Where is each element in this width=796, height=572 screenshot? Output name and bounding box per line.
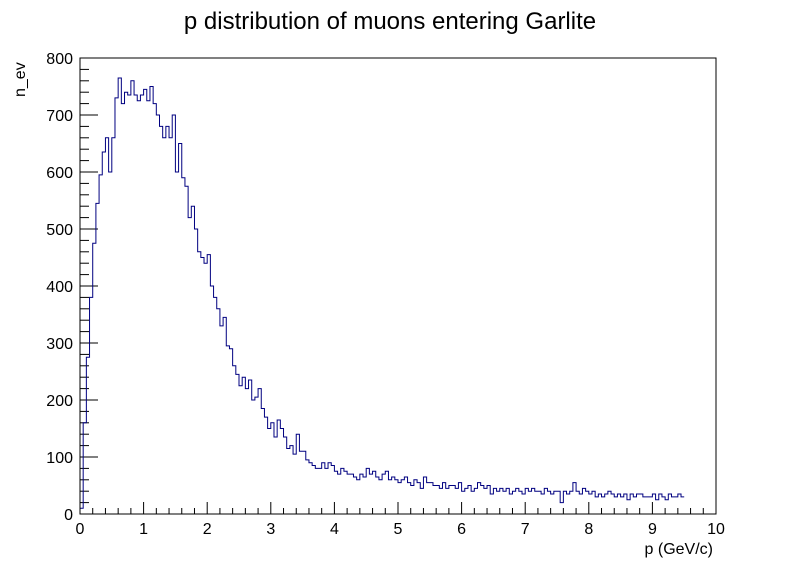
x-tick-label: 6 (457, 521, 466, 538)
x-tick-label: 0 (76, 521, 85, 538)
x-tick-label: 3 (266, 521, 275, 538)
axis-ticks (79, 57, 717, 515)
x-axis-label: p (GeV/c) (645, 541, 713, 558)
plot-frame (79, 57, 717, 515)
y-tick-label: 300 (46, 336, 73, 353)
y-tick-label: 600 (46, 165, 73, 182)
x-tick-label: 9 (648, 521, 657, 538)
chart-title: p distribution of muons entering Garlite (184, 8, 596, 35)
x-tick-label: 5 (394, 521, 403, 538)
y-tick-label: 500 (46, 222, 73, 239)
x-tick-label: 7 (521, 521, 530, 538)
y-tick-label: 400 (46, 279, 73, 296)
y-tick-label: 700 (46, 108, 73, 125)
x-tick-label: 1 (139, 521, 148, 538)
x-tick-label: 2 (203, 521, 212, 538)
y-axis-label: n_ev (12, 62, 29, 97)
y-tick-label: 200 (46, 393, 73, 410)
x-tick-label: 4 (330, 521, 339, 538)
y-tick-label: 0 (64, 507, 73, 524)
y-tick-label: 100 (46, 450, 73, 467)
x-tick-label: 8 (584, 521, 593, 538)
y-tick-label: 800 (46, 51, 73, 68)
x-tick-label: 10 (707, 521, 725, 538)
histogram-series-line (80, 77, 685, 509)
